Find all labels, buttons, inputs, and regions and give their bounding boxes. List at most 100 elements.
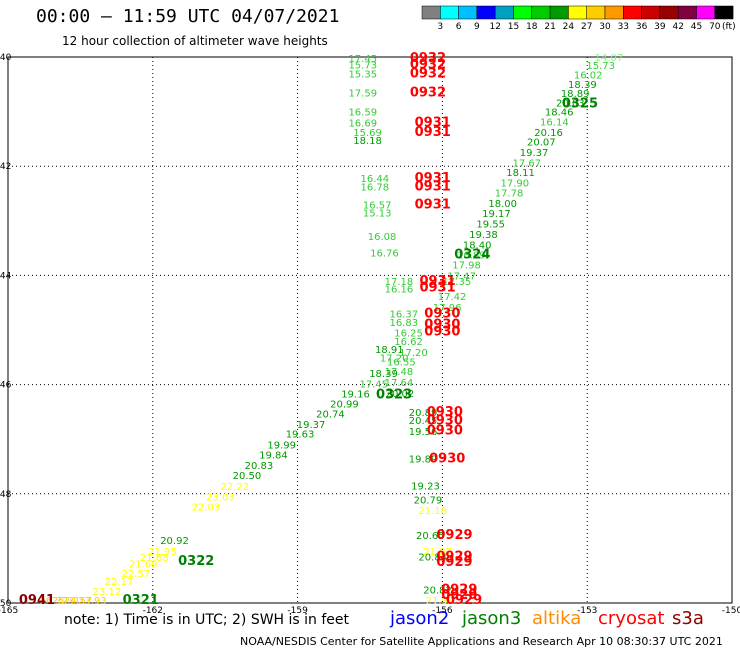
wave-height-label: 18.40 [463,240,492,251]
wave-height-label: 16.02 [574,70,603,81]
wave-height-label: 25.31 [52,596,81,607]
wave-height-label: 17.35 [443,277,472,288]
colorbar-swatch [604,5,624,20]
y-tick-label: -42 [0,162,11,172]
wave-height-label: 15.35 [348,69,377,80]
time-label: 0932 [410,85,446,100]
colorbar-swatch [586,5,606,20]
colorbar-label: 21 [544,22,555,32]
wave-height-label: 20.92 [160,536,189,547]
time-label: 0324 [454,248,490,263]
wave-height-label: 15.73 [348,61,377,72]
wave-height-label: 16.83 [389,318,418,329]
colorbar-label: 42 [672,22,683,32]
wave-height-label: 17.45 [360,380,389,391]
wave-height-label: 19.17 [482,209,511,220]
wave-height-label: 18.18 [353,136,382,147]
time-label: 0929 [441,588,477,603]
wave-height-label: 20.99 [330,400,359,411]
wave-height-label: 23.03 [206,493,235,504]
wave-height-label: 17.98 [452,260,481,271]
wave-height-label: 17.64 [385,378,414,389]
time-label: 0931 [415,179,451,194]
colorbar-label: 36 [636,22,648,32]
time-label: 0321 [123,593,159,608]
wave-height-label: 15.69 [353,128,382,139]
x-tick-label: -156 [432,606,453,616]
colorbar-label: 27 [581,22,592,32]
time-label: 0930 [424,307,460,322]
wave-height-label: 15.73 [586,61,615,72]
colorbar-label: 12 [489,22,500,32]
colorbar-swatch [531,5,551,20]
wave-height-label: 18.39 [369,369,398,380]
colorbar-swatch [458,5,478,20]
wave-height-label: 22.03 [192,502,221,513]
time-label: 0929 [436,555,472,570]
colorbar-unit: (ft) [722,22,736,32]
time-label: 0931 [415,171,451,186]
colorbar-swatch [677,5,697,20]
wave-height-label: 22.17 [105,577,134,588]
colorbar-label: 70 [709,22,721,32]
wave-height-label: 21.95 [148,547,177,558]
time-label: 0930 [427,414,463,429]
colorbar-swatch [623,5,642,20]
colorbar-label: 39 [654,22,666,32]
wave-height-label: 16.62 [394,337,423,348]
legend-cryosat: cryosat [598,608,665,629]
wave-height-label: 17.48 [385,367,414,378]
wave-height-label: 20.45 [409,416,438,427]
y-tick-label: -48 [0,490,12,500]
wave-height-label: 16.57 [363,200,392,211]
wave-height-label: 19.55 [476,220,505,231]
time-label: 0930 [427,423,463,438]
y-tick-label: -50 [0,599,12,609]
wave-height-label: 18.91 [375,345,404,356]
y-tick-label: -44 [0,271,12,281]
time-label: 0931 [415,125,451,140]
wave-height-label: 22.57 [122,569,151,580]
wave-height-label: 20.65 [416,531,445,542]
colorbar-swatch [549,5,569,20]
wave-height-label: 16.44 [361,174,390,185]
wave-height-label: 22.22 [221,482,250,493]
wave-height-label: 24.57 [64,596,93,607]
time-label: 0931 [419,280,455,295]
colorbar-label: 24 [563,22,575,32]
time-label: 0930 [424,318,460,333]
colorbar-swatch [696,5,716,20]
legend-altika: altika [532,608,582,629]
colorbar-label: 15 [508,22,519,32]
wave-height-label: 19.99 [267,441,296,452]
legend-jason3: jason3 [462,608,522,629]
wave-height-label: 18.89 [561,89,590,100]
time-label: 0931 [415,197,451,212]
x-tick-label: -159 [287,606,308,616]
wave-height-label: 17.47 [447,271,476,282]
wave-height-label: 19.84 [259,450,288,461]
y-tick-label: -46 [0,381,12,391]
wave-height-label: 20.84 [418,553,447,564]
plot-frame [7,56,733,604]
time-label: 0931 [415,116,451,131]
chart-subtitle: 12 hour collection of altimeter wave hei… [62,34,328,48]
wave-height-label: 21.68 [129,560,158,571]
wave-height-label: 20.02 [386,389,415,400]
wave-height-label: 16.55 [387,358,416,369]
wave-height-label: 17.20 [399,348,428,359]
wave-height-label: 19.38 [469,230,498,241]
wave-height-label: 17.18 [385,277,414,288]
wave-height-label: 17.90 [500,179,529,190]
colorbar-swatch [494,5,514,20]
colorbar-swatch [476,5,496,20]
time-label: 0325 [562,96,598,111]
wave-height-label: 17.59 [348,88,377,99]
page-title: 00:00 – 11:59 UTC 04/07/2021 [36,6,340,27]
colorbar-label: 9 [474,22,480,32]
time-label: 0929 [436,528,472,543]
time-label: 0930 [424,325,460,340]
wave-height-label: 16.25 [394,329,423,340]
colorbar-swatch [440,5,459,20]
